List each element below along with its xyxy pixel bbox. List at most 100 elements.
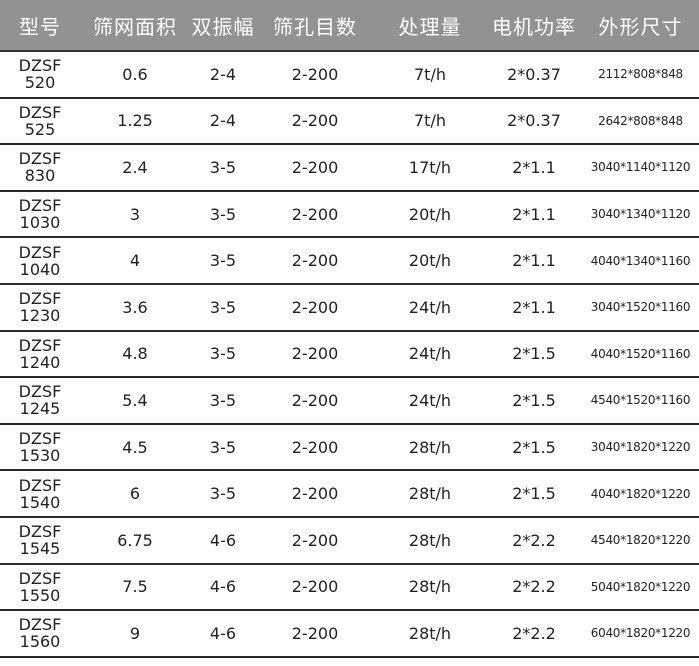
header-dimensions: 外形尺寸 (582, 0, 699, 52)
cell-area: 1.25 (80, 97, 190, 146)
cell-power: 2*1.1 (486, 237, 582, 285)
table-row: DZSF 1540 6 3-5 2-200 28t/h 2*1.5 4040*1820*122… (0, 470, 699, 518)
model-number: 830 (24, 166, 56, 186)
cell-size: 3040*1140*1120 (582, 144, 699, 192)
model-number: 1530 (19, 446, 61, 466)
cell-capacity: 7t/h (374, 97, 486, 146)
cell-size: 6040*1820*1220 (582, 610, 699, 658)
cell-mesh: 2-200 (256, 51, 374, 99)
table-row: DZSF 1550 7.5 4-6 2-200 28t/h 2*2.2 5040*1820*1… (0, 563, 699, 612)
model-prefix: DZSF (18, 196, 62, 216)
cell-power: 2*1.1 (486, 283, 582, 332)
cell-model: DZSF 1530 (0, 423, 80, 472)
cell-capacity: 24t/h (374, 330, 486, 379)
header-capacity: 处理量 (374, 0, 486, 52)
model-number: 1540 (19, 492, 61, 512)
cell-power: 2*2.2 (486, 563, 582, 612)
cell-size: 4040*1820*1220 (582, 470, 699, 518)
cell-power: 2*1.5 (486, 330, 582, 379)
cell-model: DZSF 1040 (0, 237, 80, 285)
model-prefix: DZSF (18, 382, 62, 402)
model-prefix: DZSF (18, 102, 62, 122)
cell-mesh: 2-200 (256, 330, 374, 379)
cell-area: 4 (80, 237, 190, 285)
cell-amplitude: 3-5 (190, 470, 256, 518)
model-number: 1030 (19, 213, 61, 233)
cell-model: DZSF 1030 (0, 190, 80, 239)
model-number: 1245 (19, 399, 61, 419)
table-row: DZSF 1030 3 3-5 2-200 20t/h 2*1.1 3040*1340*112… (0, 190, 699, 239)
model-prefix: DZSF (18, 149, 62, 169)
header-model: 型号 (0, 0, 80, 52)
cell-power: 2*0.37 (486, 97, 582, 146)
model-number: 520 (24, 73, 56, 93)
cell-amplitude: 2-4 (190, 97, 256, 146)
table-row: DZSF 1560 9 4-6 2-200 28t/h 2*2.2 6040*1820*122… (0, 610, 699, 658)
cell-amplitude: 3-5 (190, 237, 256, 285)
cell-capacity: 17t/h (374, 144, 486, 192)
model-prefix: DZSF (18, 289, 62, 309)
cell-capacity: 28t/h (374, 610, 486, 658)
cell-amplitude: 3-5 (190, 377, 256, 425)
cell-mesh: 2-200 (256, 283, 374, 332)
model-prefix: DZSF (18, 615, 62, 635)
cell-area: 9 (80, 610, 190, 658)
cell-area: 5.4 (80, 377, 190, 425)
table-row: DZSF 1545 6.75 4-6 2-200 28t/h 2*2.2 4540*1820*… (0, 516, 699, 565)
cell-mesh: 2-200 (256, 237, 374, 285)
cell-capacity: 24t/h (374, 377, 486, 425)
cell-mesh: 2-200 (256, 190, 374, 239)
cell-mesh: 2-200 (256, 377, 374, 425)
cell-model: DZSF 1560 (0, 610, 80, 658)
header-mesh: 筛孔目数 (256, 0, 374, 52)
cell-amplitude: 4-6 (190, 563, 256, 612)
cell-amplitude: 2-4 (190, 51, 256, 99)
cell-amplitude: 3-5 (190, 190, 256, 239)
cell-area: 3 (80, 190, 190, 239)
cell-model: DZSF 1550 (0, 563, 80, 612)
cell-amplitude: 3-5 (190, 283, 256, 332)
cell-size: 5040*1820*1220 (582, 563, 699, 612)
cell-size: 3040*1340*1120 (582, 190, 699, 239)
model-number: 1040 (19, 259, 61, 279)
cell-power: 2*2.2 (486, 610, 582, 658)
cell-capacity: 28t/h (374, 423, 486, 472)
cell-amplitude: 4-6 (190, 610, 256, 658)
table-row: DZSF 830 2.4 3-5 2-200 17t/h 2*1.1 3040*1140*11… (0, 144, 699, 192)
cell-capacity: 20t/h (374, 237, 486, 285)
table-row: DZSF 1230 3.6 3-5 2-200 24t/h 2*1.1 3040*1520*1… (0, 283, 699, 332)
cell-model: DZSF 1245 (0, 377, 80, 425)
cell-size: 4540*1820*1220 (582, 516, 699, 565)
cell-amplitude: 3-5 (190, 330, 256, 379)
cell-capacity: 20t/h (374, 190, 486, 239)
cell-mesh: 2-200 (256, 610, 374, 658)
model-prefix: DZSF (18, 522, 62, 542)
cell-power: 2*1.1 (486, 190, 582, 239)
cell-area: 6.75 (80, 516, 190, 565)
header-amplitude: 双振幅 (190, 0, 256, 52)
header-motor-power: 电机功率 (486, 0, 582, 52)
cell-area: 7.5 (80, 563, 190, 612)
table-row: DZSF 1240 4.8 3-5 2-200 24t/h 2*1.5 4040*1520*1… (0, 330, 699, 379)
model-prefix: DZSF (18, 56, 62, 76)
cell-area: 6 (80, 470, 190, 518)
cell-mesh: 2-200 (256, 516, 374, 565)
header-screen-area: 筛网面积 (80, 0, 190, 52)
cell-size: 4540*1520*1160 (582, 377, 699, 425)
cell-power: 2*1.1 (486, 144, 582, 192)
cell-mesh: 2-200 (256, 563, 374, 612)
cell-amplitude: 3-5 (190, 423, 256, 472)
cell-capacity: 24t/h (374, 283, 486, 332)
cell-power: 2*2.2 (486, 516, 582, 565)
cell-capacity: 7t/h (374, 51, 486, 99)
table-row: DZSF 525 1.25 2-4 2-200 7t/h 2*0.37 2642*808*84… (0, 97, 699, 146)
table-row: DZSF 1040 4 3-5 2-200 20t/h 2*1.1 4040*1340*116… (0, 237, 699, 285)
cell-power: 2*1.5 (486, 470, 582, 518)
cell-model: DZSF 1545 (0, 516, 80, 565)
table-row: DZSF 520 0.6 2-4 2-200 7t/h 2*0.37 2112*808*848 (0, 51, 699, 99)
cell-model: DZSF 1540 (0, 470, 80, 518)
model-number: 525 (24, 119, 56, 139)
cell-size: 2642*808*848 (582, 97, 699, 146)
cell-capacity: 28t/h (374, 516, 486, 565)
